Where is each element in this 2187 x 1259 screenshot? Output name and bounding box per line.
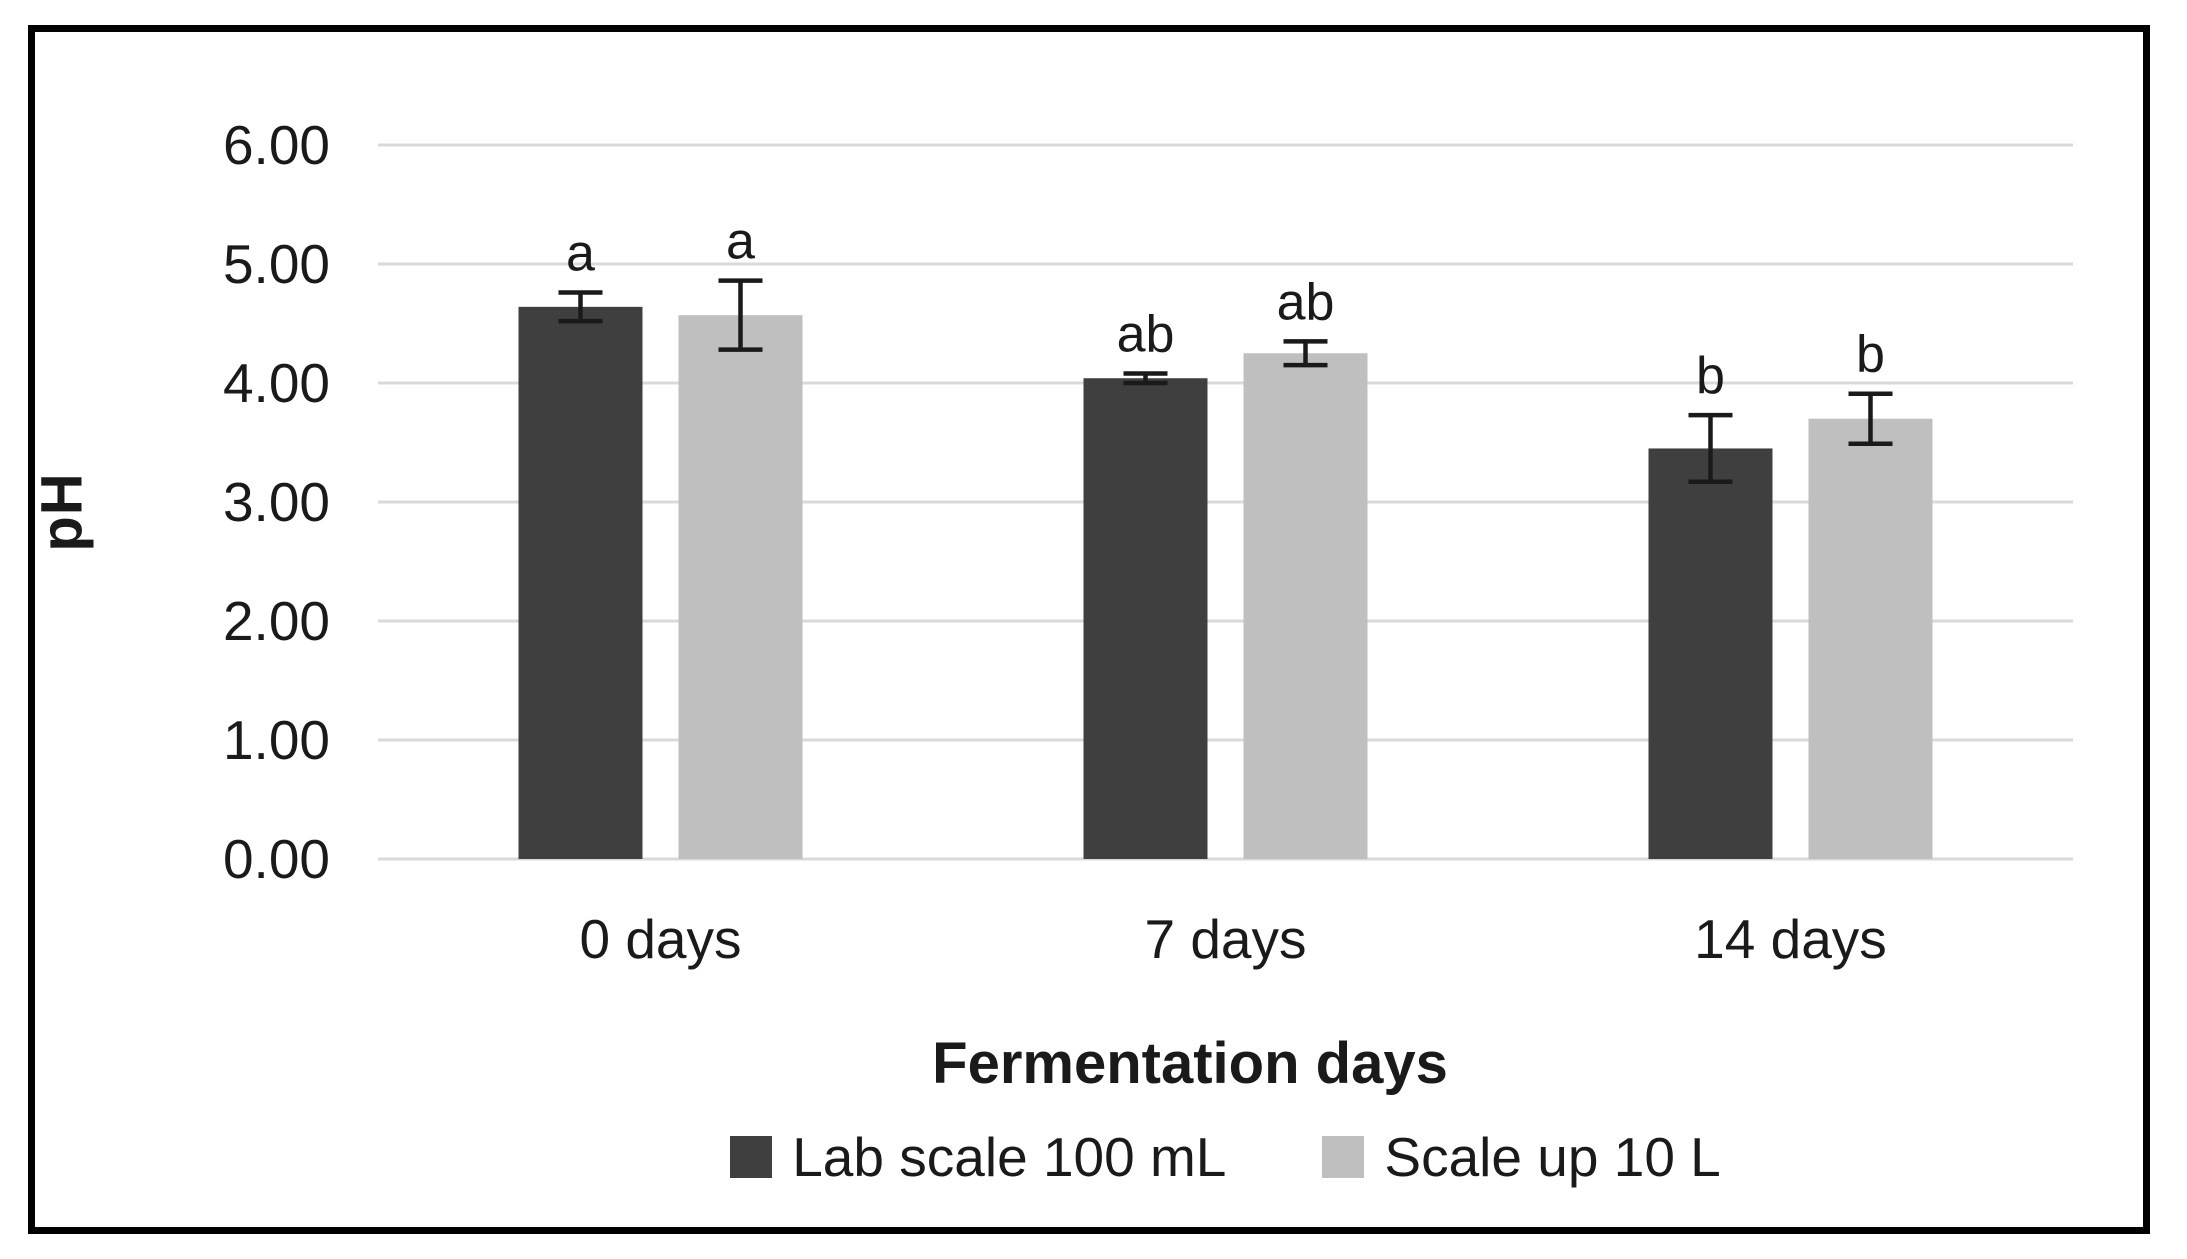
- legend-item-scale-up: Scale up 10 L: [1322, 1125, 1721, 1189]
- bar-scale-up-10-l-0-days: [678, 315, 803, 859]
- y-tick-label: 4.00: [223, 352, 330, 414]
- x-category-label: 7 days: [1144, 908, 1306, 970]
- y-tick-label: 5.00: [223, 233, 330, 295]
- y-axis-title: pH: [29, 472, 95, 552]
- x-category-label: 0 days: [579, 908, 741, 970]
- legend: Lab scale 100 mL Scale up 10 L: [378, 1125, 2073, 1189]
- sig-letter: b: [1856, 326, 1885, 384]
- sig-letter: ab: [1277, 273, 1335, 331]
- bar-scale-up-10-l-7-days: [1243, 353, 1368, 859]
- bar-lab-scale-100-ml-0-days: [518, 306, 643, 860]
- x-category-label: 14 days: [1694, 908, 1887, 970]
- bar-lab-scale-100-ml-14-days: [1648, 448, 1773, 859]
- sig-letter: b: [1696, 347, 1725, 405]
- sig-letter: ab: [1117, 305, 1175, 363]
- legend-label-scale-up: Scale up 10 L: [1384, 1126, 1721, 1188]
- y-tick-label: 6.00: [223, 114, 330, 176]
- legend-swatch-scale-up-icon: [1322, 1136, 1365, 1178]
- legend-swatch-lab-scale-icon: [730, 1136, 773, 1178]
- y-tick-label: 2.00: [223, 590, 330, 652]
- y-tick-label: 1.00: [223, 709, 330, 771]
- bar-lab-scale-100-ml-7-days: [1083, 378, 1208, 859]
- legend-label-lab-scale: Lab scale 100 mL: [792, 1126, 1227, 1188]
- y-tick-label: 0.00: [223, 828, 330, 890]
- y-tick-label: 3.00: [223, 471, 330, 533]
- sig-letter: a: [726, 213, 755, 271]
- x-axis-title: Fermentation days: [932, 1031, 1448, 1096]
- bar-scale-up-10-l-14-days: [1808, 418, 1933, 859]
- sig-letter: a: [566, 225, 595, 283]
- legend-item-lab-scale: Lab scale 100 mL: [730, 1125, 1226, 1189]
